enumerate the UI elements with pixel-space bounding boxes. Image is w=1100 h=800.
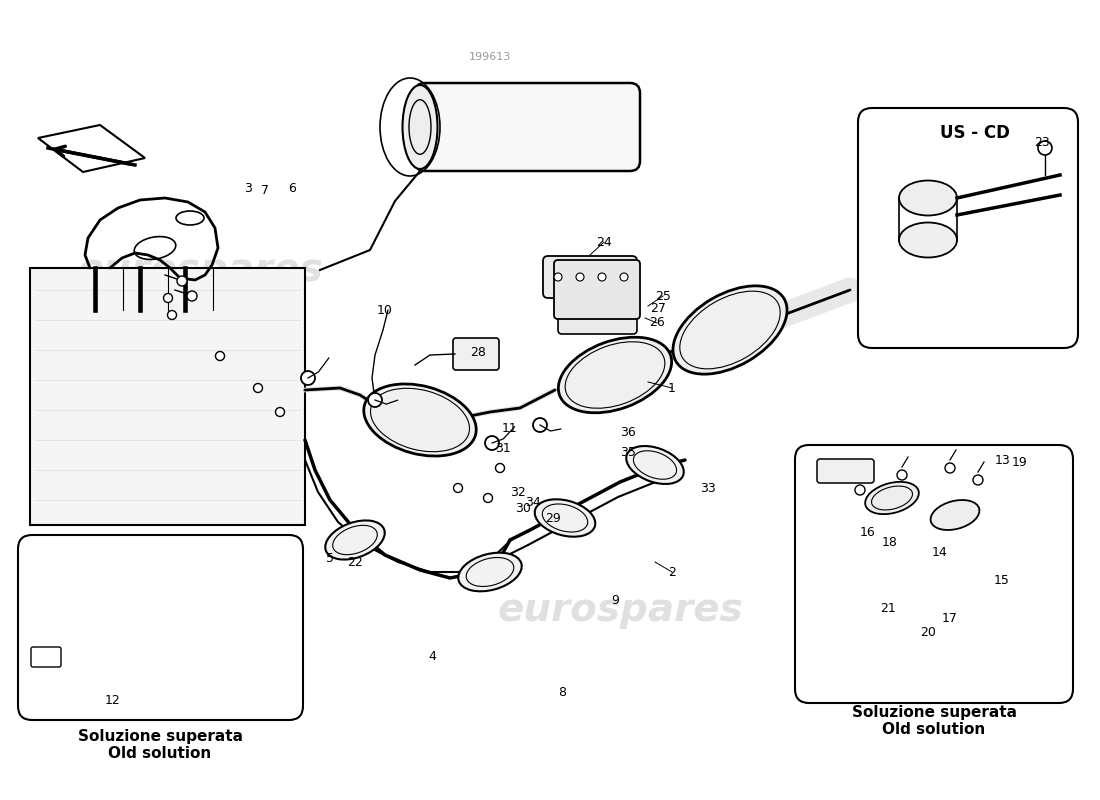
Text: 25: 25 xyxy=(656,290,671,302)
Ellipse shape xyxy=(403,85,438,169)
Circle shape xyxy=(275,407,285,417)
Text: 7: 7 xyxy=(261,183,270,197)
Ellipse shape xyxy=(866,482,918,514)
Circle shape xyxy=(216,351,224,361)
Circle shape xyxy=(534,418,547,432)
FancyBboxPatch shape xyxy=(18,535,303,720)
Text: 17: 17 xyxy=(942,611,958,625)
Text: 34: 34 xyxy=(525,497,541,510)
Text: Soluzione superata: Soluzione superata xyxy=(851,705,1016,719)
Text: Soluzione superata: Soluzione superata xyxy=(77,730,242,745)
Text: 4: 4 xyxy=(428,650,436,663)
Text: US - CD: US - CD xyxy=(940,124,1010,142)
Text: 28: 28 xyxy=(470,346,486,359)
FancyBboxPatch shape xyxy=(554,260,640,319)
Circle shape xyxy=(945,463,955,473)
Text: 199613: 199613 xyxy=(469,52,512,62)
Text: 8: 8 xyxy=(558,686,566,699)
Circle shape xyxy=(855,485,865,495)
Text: 26: 26 xyxy=(649,317,664,330)
FancyBboxPatch shape xyxy=(795,445,1072,703)
FancyBboxPatch shape xyxy=(558,298,637,334)
Ellipse shape xyxy=(326,521,385,559)
Circle shape xyxy=(177,276,187,286)
Text: 23: 23 xyxy=(1034,137,1049,150)
Text: Old solution: Old solution xyxy=(882,722,986,737)
Circle shape xyxy=(453,483,462,493)
Text: 35: 35 xyxy=(620,446,636,459)
Text: 14: 14 xyxy=(932,546,948,559)
Text: 33: 33 xyxy=(700,482,716,494)
Circle shape xyxy=(598,273,606,281)
Text: 2: 2 xyxy=(668,566,675,578)
Text: 18: 18 xyxy=(882,537,898,550)
Text: 13: 13 xyxy=(996,454,1011,466)
Text: 10: 10 xyxy=(377,303,393,317)
Circle shape xyxy=(167,310,176,319)
Circle shape xyxy=(187,291,197,301)
FancyBboxPatch shape xyxy=(31,647,60,667)
Text: Old solution: Old solution xyxy=(109,746,211,762)
Text: 29: 29 xyxy=(546,511,561,525)
Text: 16: 16 xyxy=(860,526,876,539)
Text: 22: 22 xyxy=(348,555,363,569)
FancyBboxPatch shape xyxy=(543,256,637,298)
Text: 30: 30 xyxy=(515,502,531,514)
Text: 11: 11 xyxy=(502,422,518,434)
Text: 3: 3 xyxy=(244,182,252,194)
Circle shape xyxy=(896,470,907,480)
Ellipse shape xyxy=(899,181,957,215)
Text: 15: 15 xyxy=(994,574,1010,586)
Ellipse shape xyxy=(899,222,957,258)
Circle shape xyxy=(576,273,584,281)
Text: 6: 6 xyxy=(288,182,296,194)
Circle shape xyxy=(164,294,173,302)
Ellipse shape xyxy=(673,286,786,374)
Ellipse shape xyxy=(459,553,521,591)
Circle shape xyxy=(554,273,562,281)
Polygon shape xyxy=(30,268,305,525)
Text: 27: 27 xyxy=(650,302,666,314)
FancyBboxPatch shape xyxy=(453,338,499,370)
Circle shape xyxy=(495,463,505,473)
Text: 36: 36 xyxy=(620,426,636,439)
Text: eurospares: eurospares xyxy=(77,251,323,289)
Text: 9: 9 xyxy=(612,594,619,607)
Circle shape xyxy=(301,371,315,385)
Text: 32: 32 xyxy=(510,486,526,499)
Circle shape xyxy=(1038,141,1052,155)
FancyBboxPatch shape xyxy=(415,83,640,171)
FancyBboxPatch shape xyxy=(817,459,874,483)
Text: eurospares: eurospares xyxy=(497,591,742,629)
Ellipse shape xyxy=(559,338,672,413)
Text: 19: 19 xyxy=(1012,455,1027,469)
FancyBboxPatch shape xyxy=(858,108,1078,348)
Text: 5: 5 xyxy=(326,551,334,565)
Circle shape xyxy=(485,436,499,450)
Circle shape xyxy=(253,383,263,393)
Circle shape xyxy=(620,273,628,281)
Ellipse shape xyxy=(931,500,979,530)
Ellipse shape xyxy=(535,499,595,537)
Text: 31: 31 xyxy=(495,442,510,454)
Circle shape xyxy=(368,393,382,407)
Text: 12: 12 xyxy=(106,694,121,706)
Circle shape xyxy=(974,475,983,485)
Text: 1: 1 xyxy=(668,382,675,394)
Ellipse shape xyxy=(364,384,476,456)
Ellipse shape xyxy=(626,446,684,484)
Text: 21: 21 xyxy=(880,602,895,614)
Circle shape xyxy=(484,494,493,502)
Text: 20: 20 xyxy=(920,626,936,639)
Text: 24: 24 xyxy=(596,235,612,249)
